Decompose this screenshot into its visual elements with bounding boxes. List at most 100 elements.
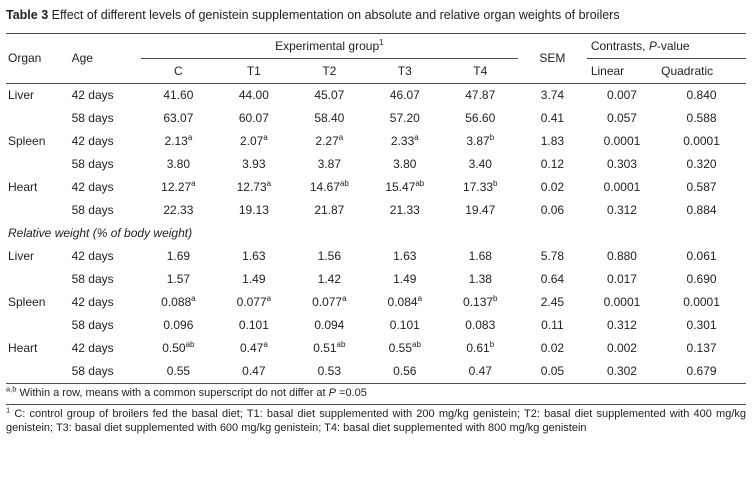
sem-cell: 2.45 [540, 295, 565, 310]
data-row: 58 days 0.55 0.47 0.53 0.56 0.47 0.05 0.302 0.67… [6, 359, 746, 384]
group-value-cell: 46.07 [389, 88, 420, 103]
experimental-group-footnote-marker: 1 [379, 37, 384, 47]
footnotes: a,b Within a row, means with a common su… [6, 384, 746, 439]
group-value-cell: 1.69 [166, 249, 191, 264]
organ-cell: Spleen [8, 134, 46, 149]
group-value-cell: 0.55 [140, 359, 217, 384]
footnote-treatments: 1 C: control group of broilers fed the b… [6, 404, 746, 435]
linear-p-cell: 0.880 [606, 249, 637, 264]
section-label: Relative weight (% of body weight) [8, 226, 193, 241]
group-value-cell: 0.084a [387, 294, 423, 310]
age-cell: 58 days [69, 359, 141, 384]
sem-cell: 0.12 [540, 157, 565, 172]
group-value-cell: 0.096 [163, 318, 194, 333]
group-value-cell: 0.50ab [162, 340, 195, 356]
data-row: 58 days 1.57 1.49 1.42 1.49 1.38 0.64 0.017 0.69… [6, 268, 746, 291]
data-row: 58 days 22.33 19.13 21.87 21.33 19.47 0.06 0.31… [6, 199, 746, 222]
quadratic-p-cell: 0.061 [686, 249, 717, 264]
quadratic-p-cell: 0.840 [686, 88, 717, 103]
group-value-cell: 3.80 [393, 157, 417, 172]
age-cell: 58 days [71, 157, 114, 172]
age-cell: 58 days [71, 272, 114, 287]
sem-cell: 0.02 [540, 180, 565, 195]
age-cell: 42 days [71, 341, 114, 356]
group-value-cell: 2.33a [390, 133, 419, 149]
organ-cell [6, 107, 70, 130]
table-number: Table 3 [6, 8, 49, 22]
group-value-cell: 60.07 [238, 111, 269, 126]
group-value-cell: 2.13a [164, 133, 193, 149]
section-header-row: Relative weight (% of body weight) [6, 222, 746, 245]
linear-p-cell: 0.007 [606, 88, 637, 103]
quadratic-p-cell: 0.679 [657, 359, 746, 384]
group-value-cell: 2.07a [239, 133, 268, 149]
group-value-cell: 3.87 [317, 157, 341, 172]
linear-p-cell: 0.0001 [603, 180, 641, 195]
group-value-cell: 0.101 [389, 318, 420, 333]
data-row: Heart 42 days 12.27a 12.73a 14.67ab 15.47ab 17… [6, 176, 746, 199]
age-cell: 42 days [71, 295, 114, 310]
group-value-cell: 12.73a [236, 179, 272, 195]
group-value-cell: 0.61b [466, 340, 495, 356]
linear-p-cell: 0.057 [606, 111, 637, 126]
organ-cell [6, 314, 70, 337]
column-header-group-c: C [140, 58, 217, 84]
organ-weights-table: Organ Age Experimental group1 SEM Contra… [6, 32, 746, 384]
group-value-cell: 0.53 [291, 359, 368, 384]
age-cell: 42 days [71, 88, 114, 103]
group-value-cell: 1.38 [468, 272, 492, 287]
organ-cell [6, 199, 70, 222]
sem-cell: 0.41 [540, 111, 565, 126]
experimental-group-label: Experimental group [275, 38, 380, 53]
group-value-cell: 12.27a [161, 179, 196, 195]
organ-cell [6, 153, 70, 176]
group-value-cell: 63.07 [163, 111, 194, 126]
group-value-cell: 21.33 [389, 203, 420, 218]
data-row: Heart 42 days 0.50ab 0.47a 0.51ab 0.55ab 0.61b… [6, 337, 746, 360]
quadratic-p-cell: 0.0001 [683, 295, 720, 310]
group-value-cell: 21.87 [314, 203, 345, 218]
age-cell: 58 days [71, 111, 114, 126]
group-value-cell: 57.20 [389, 111, 420, 126]
quadratic-p-cell: 0.587 [686, 180, 717, 195]
data-row: Liver 42 days 41.60 44.00 45.07 46.07 47.87 3.7… [6, 83, 746, 107]
group-value-cell: 0.47a [239, 340, 268, 356]
footnote-significance: a,b Within a row, means with a common su… [6, 384, 746, 405]
column-header-group-t3: T3 [367, 58, 443, 84]
group-value-cell: 14.67ab [309, 179, 349, 195]
group-value-cell: 41.60 [163, 88, 194, 103]
linear-p-cell: 0.312 [606, 318, 637, 333]
age-cell: 58 days [71, 203, 114, 218]
age-cell: 58 days [71, 318, 114, 333]
organ-cell: Liver [8, 249, 35, 264]
footnote-significance-marker: a,b [6, 384, 17, 394]
group-value-cell: 56.60 [465, 111, 496, 126]
organ-cell: Heart [8, 180, 38, 195]
group-value-cell: 0.094 [314, 318, 345, 333]
group-value-cell: 1.49 [393, 272, 417, 287]
sem-cell: 3.74 [540, 88, 565, 103]
column-header-quadratic: Quadratic [657, 58, 746, 84]
data-row: Spleen 42 days 2.13a 2.07a 2.27a 2.33a 3.87b 1.… [6, 130, 746, 153]
table-header: Organ Age Experimental group1 SEM Contra… [6, 32, 746, 84]
group-value-cell: 47.87 [465, 88, 496, 103]
sem-cell: 0.11 [541, 318, 564, 333]
group-value-cell: 0.137b [463, 294, 498, 310]
column-header-sem: SEM [518, 32, 587, 84]
data-row: 58 days 0.096 0.101 0.094 0.101 0.083 0.11 0.31… [6, 314, 746, 337]
sem-cell: 0.02 [540, 341, 565, 356]
age-cell: 42 days [71, 249, 114, 264]
column-header-group-t4: T4 [442, 58, 518, 84]
data-row: 58 days 3.80 3.93 3.87 3.80 3.40 0.12 0.303 0.32… [6, 153, 746, 176]
group-value-cell: 0.55ab [388, 340, 421, 356]
data-row: Spleen 42 days 0.088a 0.077a 0.077a 0.084a 0.1… [6, 291, 746, 314]
group-value-cell: 17.33b [463, 179, 498, 195]
quadratic-p-cell: 0.588 [686, 111, 717, 126]
header-row-columns: C T1 T2 T3 T4 Linear Quadratic [6, 58, 746, 84]
organ-cell [6, 359, 70, 384]
linear-p-cell: 0.017 [606, 272, 637, 287]
group-value-cell: 0.47 [442, 359, 518, 384]
group-value-cell: 0.101 [238, 318, 269, 333]
column-header-contrasts: Contrasts, P-value [586, 32, 746, 59]
group-value-cell: 0.077a [312, 294, 347, 310]
